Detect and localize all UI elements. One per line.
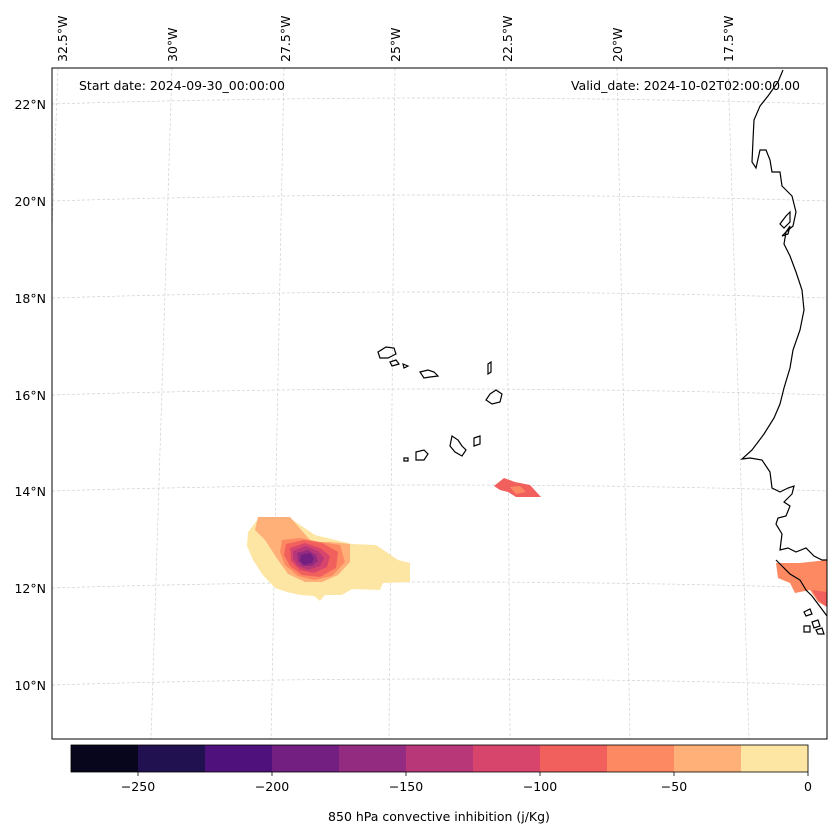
lat-label-20: 20°N — [14, 194, 46, 209]
lat-label-12: 12°N — [14, 581, 46, 596]
lon-label-22.5: 22.5°W — [500, 16, 515, 62]
lon-label-17.5: 17.5°W — [721, 16, 736, 62]
colorbar-swatch — [205, 745, 273, 772]
gridline-lat-18 — [51, 291, 828, 299]
gridline-lon-20 — [616, 67, 631, 740]
gridline-lon-22.5 — [505, 67, 511, 740]
colorbar-outline — [70, 744, 809, 773]
colorbar-swatch — [540, 745, 608, 772]
cin-region-main-core — [300, 553, 314, 565]
africa-coastline-guinea — [775, 559, 828, 617]
colorbar-swatch — [607, 745, 675, 772]
colorbar-swatch — [339, 745, 407, 772]
map-frame — [51, 67, 828, 740]
gridline-lon-25 — [388, 67, 396, 740]
colorbar: −250 −200 −150 −100 −50 0 850 hPa convective … — [70, 744, 812, 824]
gridline-lat-20 — [51, 194, 828, 202]
lon-label-32.5: 32.5°W — [55, 16, 70, 62]
gridline-lon-17.5 — [727, 67, 750, 740]
cin-region-northeast-inner — [510, 486, 526, 494]
coastlines — [377, 69, 828, 635]
valid-date-annotation: Valid_date: 2024-10-02T02:00:00.00 — [571, 78, 800, 93]
lat-label-16: 16°N — [14, 388, 46, 403]
lat-label-14: 14°N — [14, 484, 46, 499]
colorbar-tick-label: −100 — [523, 779, 557, 794]
colorbar-tick-label: −150 — [389, 779, 423, 794]
lat-label-18: 18°N — [14, 291, 46, 306]
bijagos-islands — [803, 608, 825, 635]
coast-inlet-1 — [779, 210, 791, 229]
gridline-lat-12 — [51, 581, 828, 589]
graticule — [51, 67, 828, 740]
gridline-lat-22 — [51, 97, 828, 105]
lat-label-22: 22°N — [14, 97, 46, 112]
fogo-island — [415, 449, 429, 461]
colorbar-swatch — [406, 745, 474, 772]
gridline-lon-27.5 — [270, 67, 285, 740]
lon-label-25: 25°W — [388, 27, 403, 62]
colorbar-swatches — [71, 745, 809, 772]
brava-island — [403, 457, 409, 462]
gridline-lat-14 — [51, 484, 828, 492]
cin-region-coast-inner — [812, 590, 827, 607]
colorbar-swatch — [741, 745, 809, 772]
colorbar-tick-label: 0 — [804, 779, 812, 794]
sao-vicente-island — [389, 359, 401, 367]
coast-inlet-2 — [781, 225, 791, 237]
lon-label-30: 30°W — [165, 27, 180, 62]
colorbar-tick-label: −250 — [121, 779, 155, 794]
colorbar-ticks: −250 −200 −150 −100 −50 0 — [121, 772, 812, 794]
maio-island — [473, 435, 481, 447]
colorbar-swatch — [71, 745, 139, 772]
gridline-lon-32.5 — [51, 67, 59, 231]
colorbar-swatch — [473, 745, 541, 772]
santiago-island — [449, 435, 467, 457]
colorbar-tick-label: −50 — [661, 779, 687, 794]
gridline-lat-10 — [51, 678, 828, 686]
gridline-lat-16 — [51, 388, 828, 396]
longitude-labels: 32.5°W 30°W 27.5°W 25°W 22.5°W 20°W 17.5… — [55, 16, 736, 62]
gridline-lon-30 — [150, 67, 173, 740]
santa-luzia-island — [402, 363, 410, 369]
start-date-annotation: Start date: 2024-09-30_00:00:00 — [79, 78, 285, 93]
sal-island — [487, 360, 492, 376]
colorbar-swatch — [674, 745, 742, 772]
africa-coastline — [740, 69, 827, 561]
colorbar-swatch — [138, 745, 206, 772]
santo-antao-island — [377, 346, 397, 359]
lon-label-27.5: 27.5°W — [278, 16, 293, 62]
lat-label-10: 10°N — [14, 678, 46, 693]
colorbar-label: 850 hPa convective inhibition (j/Kg) — [328, 809, 550, 824]
lon-label-20: 20°W — [610, 27, 625, 62]
colorbar-tick-label: −200 — [255, 779, 289, 794]
sao-nicolau-island — [419, 369, 440, 379]
latitude-labels: 22°N 20°N 18°N 16°N 14°N 12°N 10°N — [14, 97, 46, 693]
map-area — [52, 68, 827, 739]
boa-vista-island — [485, 389, 503, 405]
colorbar-swatch — [272, 745, 340, 772]
